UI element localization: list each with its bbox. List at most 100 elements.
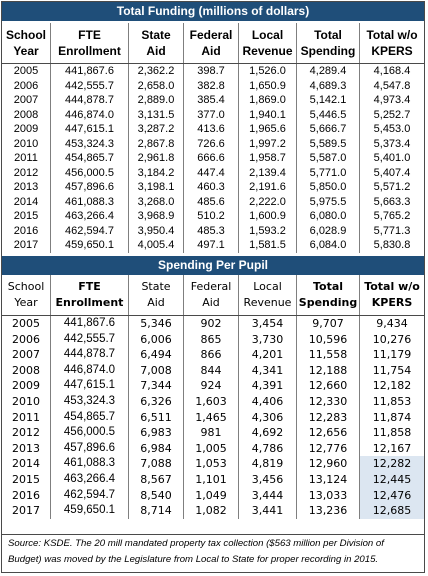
funding-header-row: School Year FTE Enrollment State Aid Fed… bbox=[2, 23, 424, 63]
table-cell: 13,236 bbox=[296, 503, 359, 519]
table-cell: 6,028.9 bbox=[296, 223, 359, 238]
table-cell: 462,594.7 bbox=[50, 223, 128, 238]
table-cell: 6,494 bbox=[128, 347, 183, 363]
table-cell: 11,754 bbox=[359, 362, 424, 379]
table-row: 2012 456,000.5 3,184.2 447.4 2,139.4 5,771.0 5… bbox=[2, 165, 424, 180]
table-row: 2016 462,594.7 3,950.4 485.3 1,593.2 6,028.9 5… bbox=[2, 223, 424, 238]
header-school-year: School Year bbox=[5, 28, 46, 58]
table-cell: 9,434 bbox=[359, 316, 424, 332]
table-row: 2015 463,266.4 8,567 1,101 3,456 13,124 12,445 bbox=[2, 471, 424, 488]
table-cell: 497.1 bbox=[183, 238, 238, 253]
table-cell: 12,960 bbox=[296, 456, 359, 472]
header-school-year: School Year bbox=[7, 280, 45, 309]
table-cell: 444,878.7 bbox=[50, 347, 128, 363]
table-cell: 2,222.0 bbox=[238, 194, 296, 209]
table-cell: 2,889.0 bbox=[128, 93, 183, 108]
table-cell: 461,088.3 bbox=[50, 194, 128, 209]
table-cell: 12,685 bbox=[359, 503, 424, 519]
table-cell: 3,950.4 bbox=[128, 223, 183, 238]
table-cell: 454,865.7 bbox=[50, 151, 128, 166]
table-cell: 5,830.8 bbox=[359, 238, 424, 253]
table-cell: 2008 bbox=[12, 363, 40, 377]
table-cell: 5,589.5 bbox=[296, 136, 359, 151]
table-cell: 442,555.7 bbox=[50, 78, 128, 93]
table-cell: 457,896.6 bbox=[50, 440, 128, 457]
header-federal-aid: Federal Aid bbox=[183, 275, 238, 315]
table-cell: 2015 bbox=[12, 472, 40, 486]
table-cell: 12,283 bbox=[296, 409, 359, 426]
table-cell: 3,198.1 bbox=[128, 180, 183, 195]
table-cell: 11,853 bbox=[359, 393, 424, 410]
table-cell: 456,000.5 bbox=[50, 425, 128, 441]
table-cell: 5,252.7 bbox=[359, 107, 424, 122]
table-row: 2014 461,088.3 3,268.0 485.6 2,222.0 5,975.5 5… bbox=[2, 194, 424, 209]
funding-rows: 2005 441,867.6 2,362.2 398.7 1,526.0 4,289.4 4… bbox=[2, 64, 424, 253]
table-cell: 2,961.8 bbox=[128, 151, 183, 166]
table-cell: 446,874.0 bbox=[50, 362, 128, 379]
table-cell: 454,865.7 bbox=[50, 409, 128, 426]
table-row: 2014 461,088.3 7,088 1,053 4,819 12,960 12,282 bbox=[2, 456, 424, 472]
table-cell: 2012 bbox=[12, 426, 40, 440]
table-cell: 7,008 bbox=[128, 362, 183, 379]
table-cell: 3,131.5 bbox=[128, 107, 183, 122]
table-cell: 2011 bbox=[12, 410, 40, 424]
divider bbox=[2, 63, 424, 64]
divider bbox=[2, 534, 424, 535]
header-fte-enrollment: FTE Enrollment bbox=[50, 23, 128, 63]
divider bbox=[2, 315, 424, 316]
table-cell: 1,958.7 bbox=[238, 151, 296, 166]
table-cell: 1,049 bbox=[183, 487, 238, 504]
table-cell: 1,965.6 bbox=[238, 122, 296, 137]
table-cell: 1,650.9 bbox=[238, 78, 296, 93]
table-cell: 6,080.0 bbox=[296, 209, 359, 224]
table-row: 2013 457,896.6 3,198.1 460.3 2,191.6 5,850.0 5… bbox=[2, 180, 424, 195]
table-cell: 446,874.0 bbox=[50, 107, 128, 122]
table-cell: 2012 bbox=[13, 166, 39, 179]
table-cell: 4,005.4 bbox=[128, 238, 183, 253]
table-row: 2010 453,324.3 2,867.8 726.6 1,997.2 5,589.5 5… bbox=[2, 136, 424, 151]
table-cell: 2010 bbox=[13, 137, 39, 150]
table-cell: 2008 bbox=[13, 108, 39, 121]
table-cell: 456,000.5 bbox=[50, 165, 128, 180]
table-cell: 3,454 bbox=[238, 316, 296, 332]
table-cell: 442,555.7 bbox=[50, 331, 128, 348]
source-note: Source: KSDE. The 20 mill mandated prope… bbox=[8, 538, 384, 565]
table-cell: 5,346 bbox=[128, 316, 183, 332]
table-cell: 3,968.9 bbox=[128, 209, 183, 224]
table-cell: 3,268.0 bbox=[128, 194, 183, 209]
table-cell: 2016 bbox=[12, 488, 40, 502]
table-row: 2017 459,650.1 4,005.4 497.1 1,581.5 6,084.0 5… bbox=[2, 238, 424, 253]
table-cell: 463,266.4 bbox=[50, 471, 128, 488]
table-cell: 447,615.1 bbox=[50, 122, 128, 137]
table-cell: 453,324.3 bbox=[50, 136, 128, 151]
table-cell: 4,341 bbox=[238, 362, 296, 379]
table-cell: 3,456 bbox=[238, 471, 296, 488]
table-cell: 2017 bbox=[12, 504, 40, 518]
table-cell: 2015 bbox=[13, 210, 39, 222]
table-cell: 5,666.7 bbox=[296, 122, 359, 137]
table-cell: 2,139.4 bbox=[238, 165, 296, 180]
table-cell: 13,033 bbox=[296, 487, 359, 504]
table-cell: 12,330 bbox=[296, 393, 359, 410]
table-cell: 453,324.3 bbox=[50, 393, 128, 410]
table-cell: 5,446.5 bbox=[296, 107, 359, 122]
table-cell: 2014 bbox=[13, 195, 39, 208]
table-cell: 2013 bbox=[13, 181, 39, 193]
table-row: 2005 441,867.6 2,362.2 398.7 1,526.0 4,289.4 4… bbox=[2, 64, 424, 79]
header-total-spending: Total Spending bbox=[296, 275, 359, 315]
table-cell: 11,179 bbox=[359, 347, 424, 363]
table-row: 2017 459,650.1 8,714 1,082 3,441 13,236 12,685 bbox=[2, 503, 424, 519]
table-cell: 2,867.8 bbox=[128, 136, 183, 151]
table-cell: 12,182 bbox=[359, 378, 424, 394]
table-cell: 3,444 bbox=[238, 487, 296, 504]
table-cell: 4,973.4 bbox=[359, 93, 424, 108]
header-fte-enrollment: FTE Enrollment bbox=[50, 275, 128, 315]
table-cell: 4,689.3 bbox=[296, 78, 359, 93]
table-cell: 5,407.4 bbox=[359, 165, 424, 180]
table-cell: 457,896.6 bbox=[50, 180, 128, 195]
table-row: 2006 442,555.7 6,006 865 3,730 10,596 10,276 bbox=[2, 331, 424, 348]
table-cell: 459,650.1 bbox=[50, 238, 128, 253]
table-cell: 1,005 bbox=[183, 440, 238, 457]
table-cell: 4,547.8 bbox=[359, 78, 424, 93]
table-cell: 6,006 bbox=[128, 331, 183, 348]
